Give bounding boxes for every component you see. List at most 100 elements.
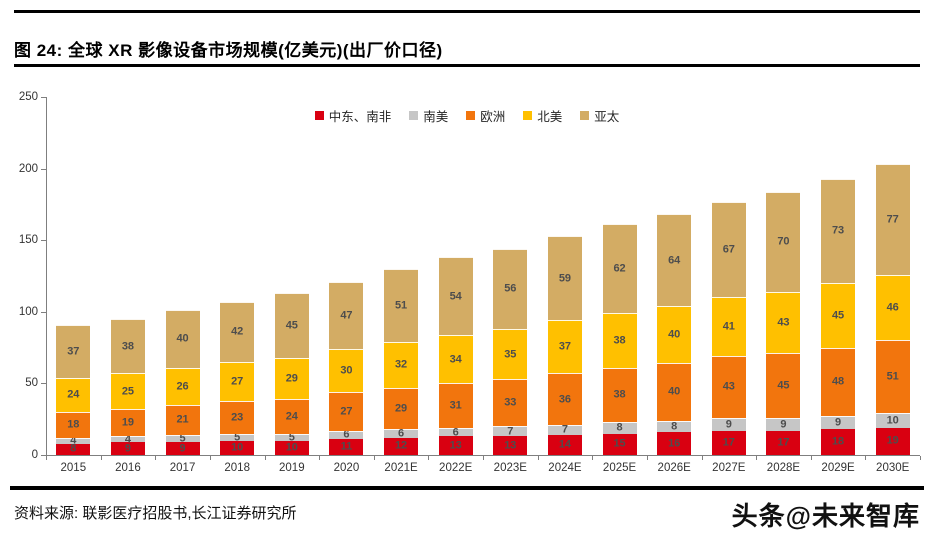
x-axis-tick <box>264 456 266 460</box>
bar-value-label: 37 <box>67 345 80 358</box>
x-axis-category-label: 2027E <box>712 462 746 474</box>
bar-segment-北美: 26 <box>165 367 200 405</box>
bar-segment-亚太: 59 <box>547 235 582 321</box>
bar-segment-中东、南非: 14 <box>547 434 582 455</box>
x-axis-category-label: 2029E <box>821 462 855 474</box>
bar-segment-亚太: 45 <box>274 293 309 358</box>
bar-value-label: 40 <box>668 328 681 341</box>
bar-value-label: 48 <box>831 375 845 388</box>
bar-value-label: 13 <box>504 439 517 452</box>
bar-value-label: 41 <box>722 320 735 333</box>
x-axis-category-label: 2030E <box>876 462 910 474</box>
bar-segment-欧洲: 38 <box>602 367 637 423</box>
bar-value-label: 51 <box>394 299 408 312</box>
bar-segment-欧洲: 24 <box>274 399 309 434</box>
bar-value-label: 35 <box>504 348 517 361</box>
bar-value-label: 46 <box>886 301 899 314</box>
bottom-rule <box>10 486 924 490</box>
bar-value-label: 45 <box>285 319 298 332</box>
bar-segment-北美: 40 <box>657 306 692 364</box>
legend-label: 北美 <box>537 110 563 124</box>
bar-segment-南美: 8 <box>602 422 637 434</box>
x-axis-category-label: 2028E <box>766 462 801 474</box>
y-axis-tick-label: 250 <box>18 91 38 103</box>
bar-segment-中东、南非: 17 <box>711 430 746 455</box>
bar-value-label: 29 <box>285 372 298 385</box>
bar-value-label: 17 <box>777 436 790 449</box>
bar-segment-南美: 8 <box>657 420 692 433</box>
watermark-logo: 头条@未来智库 <box>731 501 920 531</box>
bar-segment-北美: 25 <box>110 373 145 410</box>
bar-segment-中东、南非: 9 <box>110 442 145 455</box>
bar-segment-亚太: 56 <box>493 248 528 329</box>
bar-segment-北美: 46 <box>875 274 910 341</box>
bar-value-label: 26 <box>176 380 189 393</box>
x-axis-tick <box>46 456 47 460</box>
x-axis-category-label: 2024E <box>548 462 582 474</box>
y-axis-tick-label: 100 <box>18 305 38 318</box>
bar-value-label: 70 <box>777 235 790 248</box>
x-axis-category-label: 2017 <box>169 462 196 474</box>
bar-value-label: 9 <box>725 418 732 431</box>
x-axis-tick <box>810 456 812 460</box>
bar-segment-北美: 37 <box>547 320 582 374</box>
top-rule <box>14 10 920 13</box>
bar-segment-欧洲: 51 <box>875 340 910 414</box>
bar-segment-亚太: 73 <box>821 178 856 284</box>
bar-value-label: 27 <box>340 405 353 418</box>
bar-segment-中东、南非: 10 <box>220 440 255 455</box>
x-axis-tick <box>701 456 703 460</box>
x-axis-tick <box>373 456 375 460</box>
bar-segment-亚太: 38 <box>110 318 145 374</box>
x-axis-category-label: 2025E <box>602 462 637 474</box>
bar-value-label: 42 <box>231 325 244 338</box>
bar-segment-南美: 10 <box>875 413 910 428</box>
bar-segment-欧洲: 45 <box>766 353 801 418</box>
y-axis-tick-label: 150 <box>18 234 38 247</box>
bar-value-label: 15 <box>613 437 626 450</box>
bar-segment-欧洲: 43 <box>711 356 746 418</box>
bar-value-label: 10 <box>231 441 244 454</box>
bar-segment-欧洲: 36 <box>547 373 582 425</box>
bar-segment-南美: 7 <box>547 424 582 435</box>
bar-value-label: 33 <box>504 396 517 409</box>
bar-value-label: 10 <box>285 441 298 454</box>
legend-swatch-icon <box>523 111 533 120</box>
bar-segment-亚太: 67 <box>711 201 746 298</box>
bar-value-label: 31 <box>449 399 462 412</box>
bar-segment-欧洲: 21 <box>165 404 200 435</box>
bar-value-label: 7 <box>507 425 514 438</box>
bar-segment-南美: 4 <box>56 434 91 447</box>
bar-value-label: 12 <box>394 439 408 452</box>
bar-segment-南美: 5 <box>220 431 255 444</box>
bar-value-label: 34 <box>449 353 462 366</box>
bar-segment-北美: 29 <box>274 357 309 400</box>
y-axis-tick <box>41 240 46 242</box>
bar-segment-欧洲: 29 <box>384 387 419 430</box>
bar-value-label: 25 <box>121 385 135 398</box>
bar-value-label: 73 <box>831 224 845 237</box>
bar-value-label: 6 <box>398 427 405 440</box>
bar-value-label: 23 <box>231 411 244 424</box>
bar-value-label: 21 <box>176 413 189 426</box>
bar-value-label: 59 <box>558 272 572 285</box>
bar-value-label: 36 <box>558 393 572 406</box>
x-axis-category-label: 2016 <box>115 462 141 474</box>
bar-segment-亚太: 70 <box>766 191 801 292</box>
bar-segment-南美: 5 <box>165 433 200 444</box>
legend-item-亚太: 亚太 <box>580 106 619 125</box>
bar-segment-欧洲: 40 <box>657 363 692 421</box>
x-axis-category-label: 2015 <box>60 462 87 474</box>
bar-value-label: 37 <box>558 340 572 353</box>
bar-value-label: 17 <box>722 436 735 449</box>
bar-value-label: 5 <box>234 431 241 444</box>
bar-value-label: 14 <box>558 438 572 451</box>
source-note: 资料来源: 联影医疗招股书,长江证券研究所 <box>14 505 297 522</box>
bar-value-label: 4 <box>70 434 77 447</box>
bar-value-label: 51 <box>886 370 899 383</box>
bar-segment-亚太: 47 <box>329 281 364 350</box>
bar-value-label: 6 <box>452 426 459 439</box>
bar-segment-亚太: 51 <box>384 268 419 342</box>
bar-value-label: 19 <box>886 434 899 447</box>
bar-value-label: 45 <box>777 379 790 392</box>
